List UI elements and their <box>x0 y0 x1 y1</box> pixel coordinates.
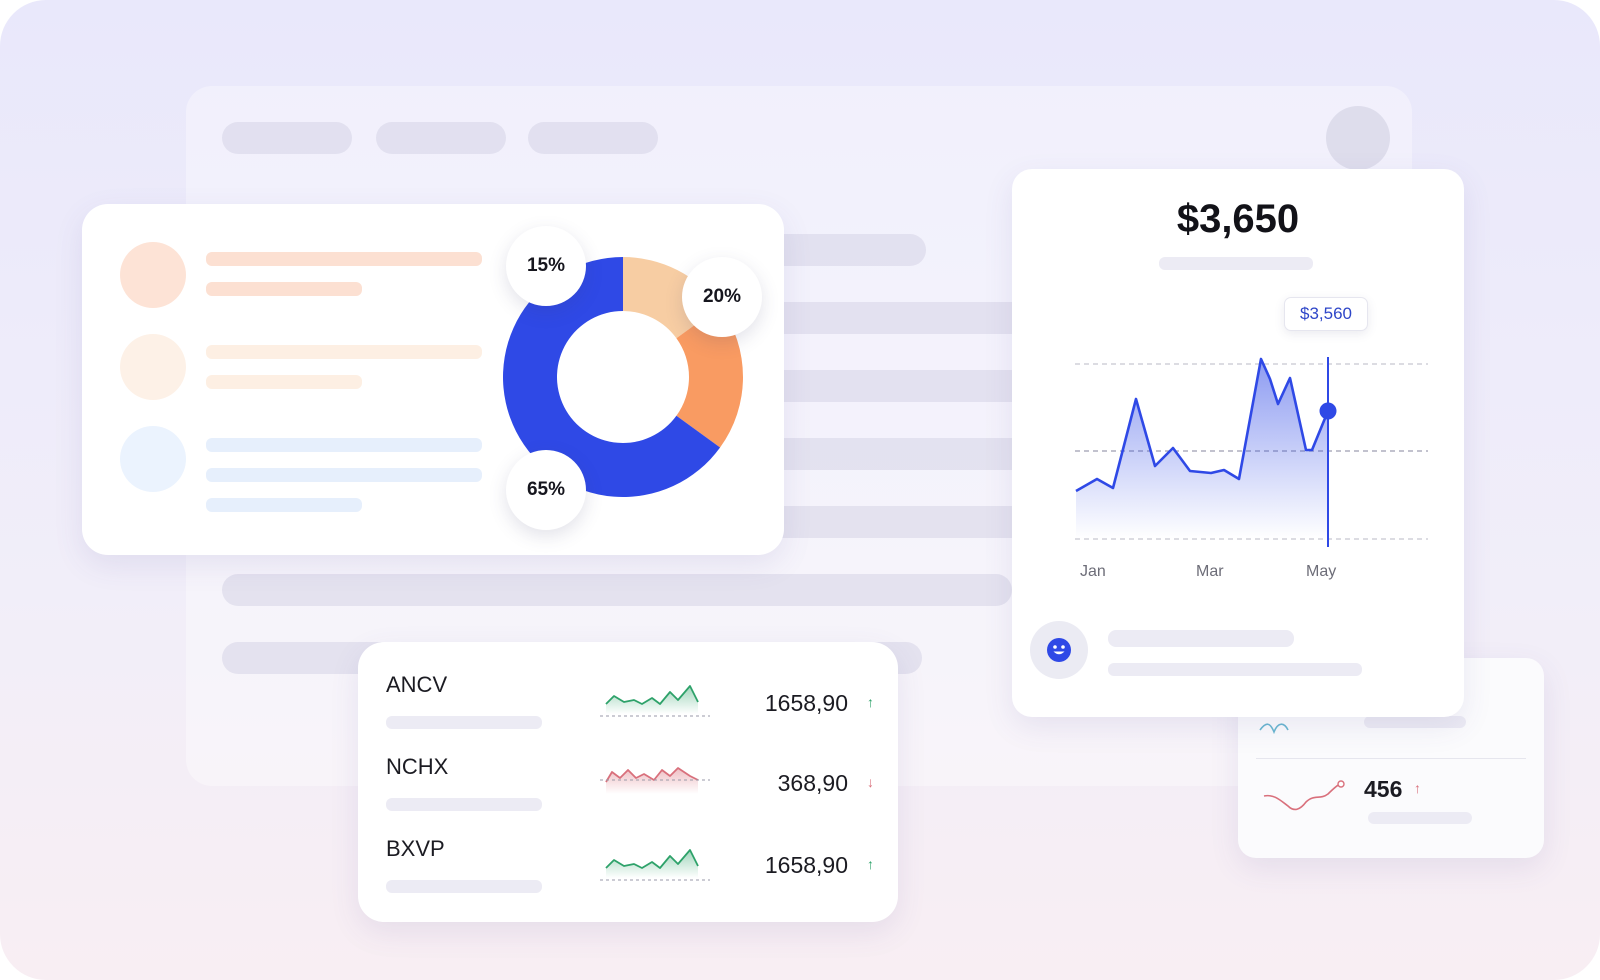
bg-row <box>746 506 1046 538</box>
stock-ticker: NCHX <box>386 754 449 779</box>
mini-sparkline-red <box>1263 780 1345 811</box>
stock-value: 1658,90 <box>764 852 848 878</box>
up-arrow-icon: ↑ <box>867 856 874 872</box>
skeleton-line <box>386 798 542 811</box>
skeleton-line <box>386 880 542 893</box>
sparkline-area <box>606 768 698 794</box>
sparkline-area <box>606 686 698 714</box>
skeleton-line <box>206 252 482 266</box>
sparkline-line <box>605 767 699 783</box>
stock-ticker: BXVP <box>386 836 445 861</box>
skeleton-line <box>206 468 482 482</box>
skeleton-line <box>386 716 542 729</box>
skeleton-line <box>1368 812 1472 824</box>
skeleton-line <box>1159 257 1313 270</box>
sparkline-line <box>605 849 699 869</box>
mini-stat-value: 456 <box>1364 776 1403 802</box>
sparkline-area <box>606 850 698 878</box>
area-fill <box>1076 359 1328 539</box>
mini-sparkline-teal <box>1259 723 1289 735</box>
cursor-dot <box>1319 402 1337 420</box>
donut-slice <box>503 257 721 497</box>
down-arrow-icon: ↓ <box>867 774 874 790</box>
bg-avatar <box>1326 106 1390 170</box>
chart-tooltip: $3,560 <box>1284 297 1368 331</box>
stock-sparkline-up <box>600 849 710 881</box>
stock-sparkline-down <box>600 767 710 794</box>
legend-dot-orange <box>120 242 186 308</box>
skeleton-line <box>206 282 362 296</box>
pie-label-20: 20% <box>682 257 762 337</box>
donut-card: 15% 20% 65% <box>82 204 784 555</box>
bg-nav-pill <box>376 122 506 154</box>
x-tick-label: Mar <box>1196 563 1224 580</box>
x-tick-label: Jan <box>1080 563 1106 580</box>
x-tick-label: May <box>1306 563 1337 580</box>
price-line <box>1075 357 1330 493</box>
bg-row <box>746 302 1046 334</box>
bg-row <box>222 574 1012 606</box>
donut-slice <box>676 306 743 448</box>
skeleton-line <box>206 345 482 359</box>
up-arrow-icon: ↑ <box>1414 780 1421 796</box>
sparkline-line <box>605 685 699 705</box>
legend-dot-blue <box>120 426 186 492</box>
pie-label-65: 65% <box>506 450 586 530</box>
stock-value: 368,90 <box>777 770 848 796</box>
stock-sparkline-up <box>600 685 710 717</box>
skeleton-line <box>1108 663 1362 676</box>
bg-row <box>746 438 1046 470</box>
smiley-icon[interactable] <box>1030 621 1088 679</box>
price-area-chart <box>1075 357 1428 547</box>
bg-row <box>746 370 1046 402</box>
skeleton-line <box>1364 716 1466 728</box>
bg-nav-pill <box>528 122 658 154</box>
skeleton-line <box>1108 630 1294 647</box>
up-arrow-icon: ↑ <box>867 694 874 710</box>
divider <box>1256 758 1526 759</box>
skeleton-line <box>206 375 362 389</box>
pie-label-15: 15% <box>506 226 586 306</box>
price-value: $3,650 <box>1176 197 1300 241</box>
skeleton-line <box>206 498 362 512</box>
price-card: $3,650 $3,560 Jan Mar May <box>1012 169 1464 717</box>
legend-dot-peach <box>120 334 186 400</box>
skeleton-line <box>206 438 482 452</box>
stock-ticker: ANCV <box>386 672 448 697</box>
bg-nav-pill <box>222 122 352 154</box>
stocks-card: ANCV 1658,90 ↑ NCHX 368,90 ↓ BXVP 1658,9… <box>358 642 898 922</box>
stock-value: 1658,90 <box>764 690 848 716</box>
